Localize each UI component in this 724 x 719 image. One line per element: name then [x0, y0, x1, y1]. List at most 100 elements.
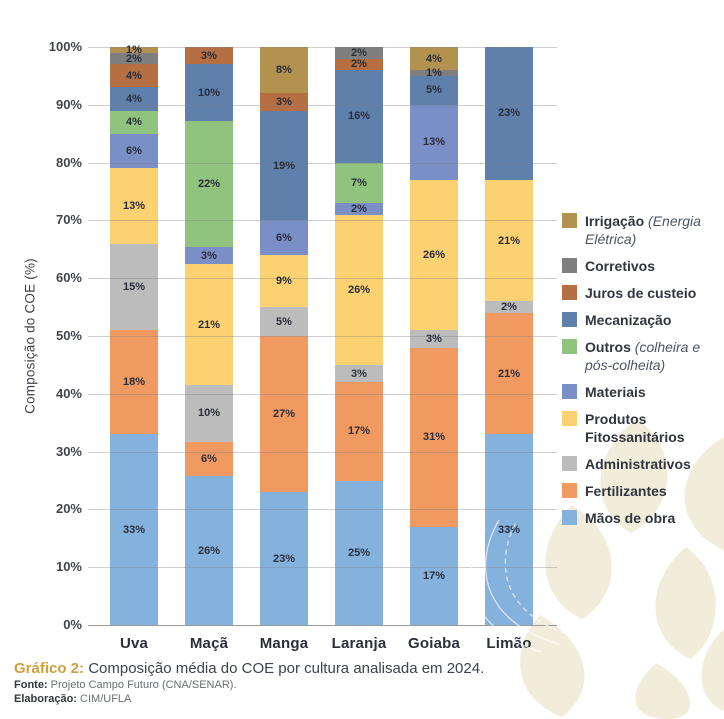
- x-axis-line: [88, 625, 557, 626]
- bar-segment-label: 25%: [347, 546, 371, 559]
- legend-label-suffix: (colheira e pós-colheita): [585, 339, 701, 373]
- legend-item: Irrigação (Energia Elétrica): [562, 212, 722, 248]
- bar-segment-label: 8%: [276, 64, 292, 77]
- source-label: Fonte:: [14, 679, 48, 691]
- bar-segment-label: 17%: [347, 425, 371, 438]
- bar-segment: [335, 162, 383, 204]
- bar-segment: [260, 492, 308, 625]
- bar-segment-label: 27%: [272, 408, 296, 421]
- bar-segment-label: 16%: [347, 110, 371, 123]
- bar-laranja: 25% 17% 3% 26% 2% 7% 16% 2% 2%: [335, 47, 383, 625]
- bar-segment: [410, 104, 458, 180]
- bar-segment: [110, 330, 158, 435]
- bar-segment-label: 2%: [501, 301, 517, 314]
- bar-segment: [110, 110, 158, 134]
- bar-segment: [110, 52, 158, 65]
- bar-segment-label: 3%: [351, 367, 367, 380]
- bar-segment-label: 1%: [126, 43, 142, 56]
- bar-segment-label: 9%: [276, 275, 292, 288]
- gridline: [88, 336, 557, 337]
- bar-segment: [485, 47, 533, 180]
- bar-segment-label: 5%: [426, 84, 442, 97]
- bar-segment: [260, 255, 308, 308]
- bar-segment: [410, 75, 458, 105]
- legend-item: Juros de custeio: [562, 284, 722, 302]
- legend-item: Corretivos: [562, 257, 722, 275]
- bar-segment: [260, 220, 308, 256]
- legend-item: Administrativos: [562, 455, 722, 473]
- bar-segment-label: 23%: [497, 107, 521, 120]
- bar-segment-label: 23%: [272, 552, 296, 565]
- bar-segment-label: 7%: [351, 176, 367, 189]
- bar-segment-label: 21%: [497, 234, 521, 247]
- bar-segment-label: 2%: [351, 46, 367, 59]
- bar-segment: [410, 330, 458, 348]
- y-axis-tick: 60%: [55, 270, 82, 286]
- x-axis-label: Maçã: [189, 635, 229, 652]
- legend-swatch: [562, 411, 577, 426]
- legend-item: Mecanização: [562, 311, 722, 329]
- y-axis-tick: 80%: [55, 154, 82, 170]
- bar-segment: [410, 347, 458, 527]
- bar-segment-label: 31%: [422, 431, 446, 444]
- bar-segment: [110, 434, 158, 625]
- bar-segment: [110, 47, 158, 53]
- bar-segment: [485, 179, 533, 302]
- bar-segment-label: 10%: [197, 86, 221, 99]
- gridline: [88, 393, 557, 395]
- bar-segment: [335, 364, 383, 383]
- bar-segment: [410, 70, 458, 76]
- legend-swatch: [562, 483, 577, 498]
- legend-label: Mãos de obra: [585, 510, 676, 526]
- bar-segment-label: 4%: [126, 69, 142, 82]
- bar-goiaba: 17% 31% 3% 26% 13% 5% 1% 4%: [410, 47, 458, 625]
- bar-segment-label: 3%: [201, 49, 217, 62]
- legend-label: Fertilizantes: [585, 483, 667, 499]
- bar-segment-label: 4%: [126, 116, 142, 129]
- legend-swatch: [562, 213, 577, 228]
- bar-segment-label: 17%: [422, 569, 446, 582]
- bar-segment-label: 26%: [422, 249, 446, 262]
- y-axis-tick: 70%: [55, 212, 82, 228]
- bar-segment: [185, 441, 233, 477]
- bar-segment-label: 19%: [272, 159, 296, 172]
- bar-segment: [335, 47, 383, 59]
- bar-segment-label: 26%: [347, 283, 371, 296]
- legend-label: Produtos Fitossanitários: [585, 411, 685, 445]
- bar-segment: [485, 301, 533, 313]
- plot-area: 33% 18% 15% 13% 6% 4% 4% 4% 2% 1% Uva 26% 6% 10% 21% 3%…: [88, 43, 557, 652]
- legend-label: Corretivos: [585, 258, 656, 274]
- bar-segment: [185, 264, 233, 385]
- bar-segment-label: 4%: [126, 93, 142, 106]
- bar-manga: 23% 27% 5% 9% 6% 19% 3% 8%: [260, 47, 308, 625]
- bar-segment: [335, 203, 383, 215]
- bar-segment: [410, 526, 458, 625]
- bar-maçã: 26% 6% 10% 21% 3% 22% 10% 3%: [185, 47, 233, 625]
- caption-elaboration: Elaboração: CIM/UFLA: [14, 692, 714, 706]
- bar-segment-label: 13%: [422, 136, 446, 149]
- bar-segment: [110, 168, 158, 244]
- bar-segment: [110, 243, 158, 331]
- bar-segment-label: 10%: [197, 407, 221, 420]
- gridline: [88, 104, 557, 106]
- bar-uva: 33% 18% 15% 13% 6% 4% 4% 4% 2% 1%: [110, 43, 158, 625]
- caption-text: Composição média do COE por cultura anal…: [84, 660, 485, 677]
- legend-item: Produtos Fitossanitários: [562, 410, 722, 446]
- x-axis-label: Laranja: [331, 635, 387, 652]
- legend-item: Materiais: [562, 383, 722, 401]
- legend-swatch: [562, 312, 577, 327]
- bar-segment-label: 6%: [126, 145, 142, 158]
- legend-label: Irrigação (Energia Elétrica): [585, 213, 701, 247]
- bar-segment-label: 6%: [201, 453, 217, 466]
- bar-segment-label: 15%: [122, 280, 146, 293]
- bar-segment-label: 6%: [276, 231, 292, 244]
- bar-segment-label: 2%: [351, 58, 367, 71]
- bar-segment-label: 33%: [497, 523, 521, 536]
- caption-label: Gráfico 2:: [14, 660, 85, 677]
- bar-segment-label: 4%: [426, 52, 442, 65]
- x-axis-label: Manga: [259, 635, 309, 652]
- bar-segment-label: 2%: [126, 52, 142, 65]
- gridline: [88, 220, 557, 222]
- bar-segment: [335, 382, 383, 481]
- bar-segment-label: 3%: [201, 249, 217, 262]
